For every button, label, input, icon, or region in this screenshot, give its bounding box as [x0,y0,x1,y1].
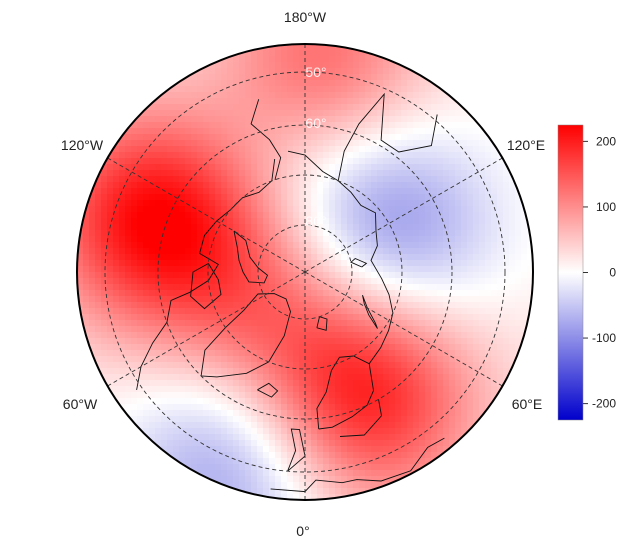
colorbar-tick-label: -100 [592,331,616,345]
colorbar-tick-label: 100 [596,200,616,214]
lon-label-180w: 180°W [284,9,327,25]
lat-label-50: 50° [305,64,326,80]
lon-label-60e: 60°E [512,396,543,412]
colorbar-tick-label: -200 [592,397,616,411]
graticule [104,44,506,500]
lon-label-120e: 120°E [507,137,545,153]
coastline [350,257,368,268]
coastline [190,263,222,310]
map-disc [76,43,534,501]
coastline [287,428,306,472]
lat-label-80: 80° [305,213,326,229]
map-border [76,43,534,501]
coastline [257,382,279,398]
coastline [337,92,438,181]
latitude-circle [157,124,453,420]
lon-label-60w: 60°W [63,396,98,412]
coastline [270,437,445,493]
colorbar-tick-label: 0 [609,266,616,280]
coastline [316,316,328,331]
colorbar-ticks: 200 100 0 -100 -200 [583,134,616,411]
colorbar-gradient [557,124,584,421]
meridian-line [304,271,503,387]
lat-label-60: 60° [305,115,326,131]
meridian-line [107,271,306,387]
meridian-line [304,157,503,273]
colorbar: 200 100 0 -100 -200 [557,124,616,421]
coastline [362,295,378,329]
colorbar-tick-label: 200 [596,134,616,148]
coastline [250,99,282,180]
lon-label-120w: 120°W [61,137,104,153]
latitude-circle [104,71,506,473]
latitude-circle [207,174,403,370]
meridian-line [107,157,306,273]
lon-label-0: 0° [296,523,309,539]
coastline [233,230,269,284]
coastline [316,355,374,430]
latitude-circle [257,224,353,320]
coastline [339,399,382,437]
